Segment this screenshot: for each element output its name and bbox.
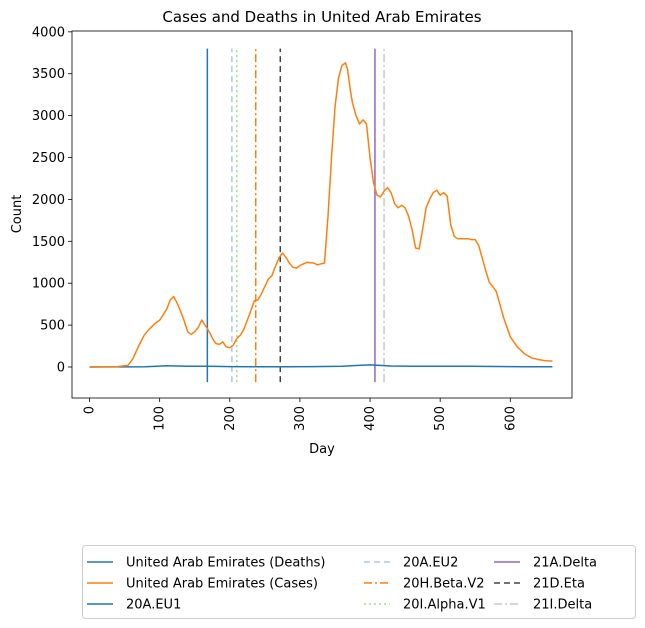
x-axis-title: Day: [309, 442, 335, 457]
legend-label: 20A.EU1: [126, 598, 181, 613]
legend-label: 21A.Delta: [533, 556, 597, 571]
y-tick-label: 3500: [32, 67, 65, 82]
y-tick-label: 0: [57, 360, 65, 375]
x-tick-label: 600: [503, 406, 518, 431]
y-tick-label: 1000: [32, 277, 65, 292]
legend-label: United Arab Emirates (Deaths): [126, 556, 325, 571]
legend: United Arab Emirates (Deaths) United Arab…: [82, 545, 636, 619]
x-tick-label: 0: [83, 406, 98, 414]
legend-label: 20H.Beta.V2: [403, 577, 485, 592]
y-tick-label: 1500: [32, 235, 65, 250]
x-tick-label: 500: [433, 406, 448, 431]
plot-frame: [71, 30, 573, 399]
series-line-deaths: [89, 364, 553, 368]
y-tick-label: 4000: [32, 25, 65, 40]
chart-title: Cases and Deaths in United Arab Emirates: [162, 8, 481, 26]
series-line-cases: [89, 62, 553, 368]
legend-label: 21D.Eta: [533, 577, 585, 592]
x-tick-label: 400: [363, 406, 378, 431]
legend-label: 20I.Alpha.V1: [403, 598, 486, 613]
legend-box: [82, 545, 636, 619]
y-tick-label: 2000: [32, 193, 65, 208]
legend-label: 21I.Delta: [533, 598, 592, 613]
y-tick-label: 500: [40, 319, 65, 334]
y-tick-label: 2500: [32, 151, 65, 166]
y-axis-title: Count: [10, 195, 25, 234]
x-tick-label: 200: [223, 406, 238, 431]
plot-area: 0 100 200 300 400 500 600 0 500 1000 1500 2000 2500 3…: [32, 25, 573, 431]
x-tick-label: 100: [153, 406, 168, 431]
x-tick-label: 300: [293, 406, 308, 431]
legend-label: United Arab Emirates (Cases): [126, 577, 318, 592]
y-tick-label: 3000: [32, 109, 65, 124]
legend-label: 20A.EU2: [403, 556, 458, 571]
